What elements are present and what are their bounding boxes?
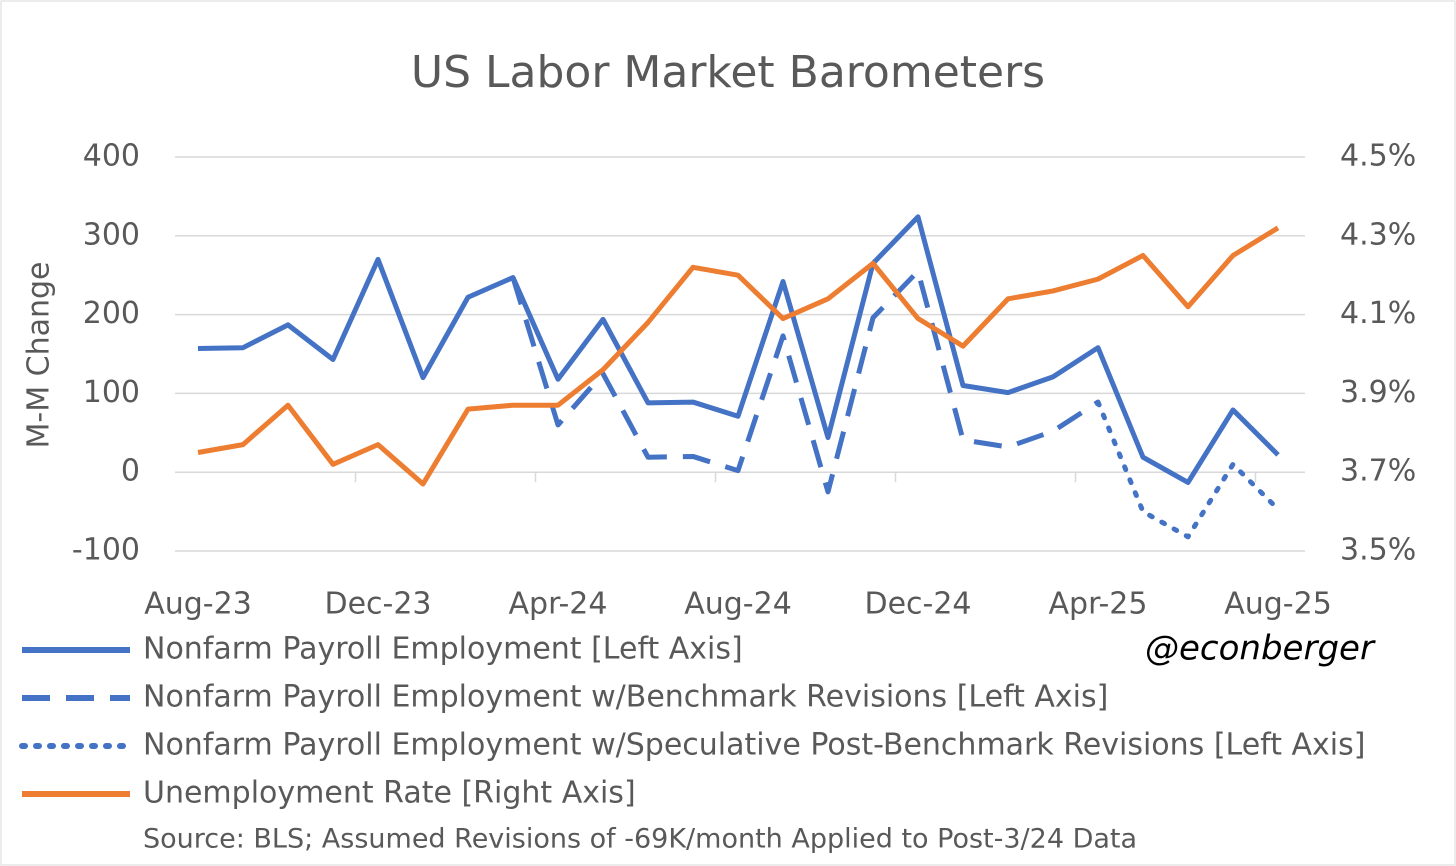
y-tick-label: 400 — [83, 139, 140, 174]
source-note: Source: BLS; Assumed Revisions of -69K/m… — [143, 824, 1137, 855]
legend-label: Nonfarm Payroll Employment w/Speculative… — [143, 728, 1365, 763]
y-tick-label: 300 — [83, 217, 140, 252]
y-tick-label: 100 — [83, 375, 140, 410]
x-tick-label: Dec-24 — [864, 587, 971, 622]
x-tick-label: Aug-25 — [1224, 587, 1332, 622]
y2-tick-label: 3.7% — [1340, 454, 1416, 489]
x-tick-label: Aug-23 — [144, 587, 252, 622]
y-axis-title: M-M Change — [22, 262, 57, 449]
y2-tick-label: 4.1% — [1340, 296, 1416, 331]
series-line — [197, 214, 1280, 485]
y2-tick-label: 3.5% — [1340, 533, 1416, 568]
legend-label: Nonfarm Payroll Employment [Left Axis] — [143, 632, 743, 667]
legend-label: Unemployment Rate [Right Axis] — [143, 776, 636, 811]
annotation: @econberger — [1145, 629, 1376, 669]
series-line — [197, 225, 1280, 487]
x-tick-label: Apr-25 — [1049, 587, 1148, 622]
legend-label: Nonfarm Payroll Employment w/Benchmark R… — [143, 680, 1108, 715]
chart-title: US Labor Market Barometers — [411, 47, 1045, 98]
grid — [175, 156, 1305, 552]
y2-tick-label: 3.9% — [1340, 375, 1416, 410]
series-line — [1095, 399, 1281, 540]
x-tick-label: Aug-24 — [684, 587, 792, 622]
plot-lines — [197, 214, 1281, 540]
y-tick-label: -100 — [72, 533, 140, 568]
y-tick-label: 0 — [121, 454, 140, 489]
y-tick-label: 200 — [83, 296, 140, 331]
x-tick-label: Dec-23 — [324, 587, 431, 622]
y2-tick-label: 4.5% — [1340, 139, 1416, 174]
x-tick-label: Apr-24 — [509, 587, 608, 622]
y2-tick-label: 4.3% — [1340, 217, 1416, 252]
series-line — [510, 268, 1100, 495]
